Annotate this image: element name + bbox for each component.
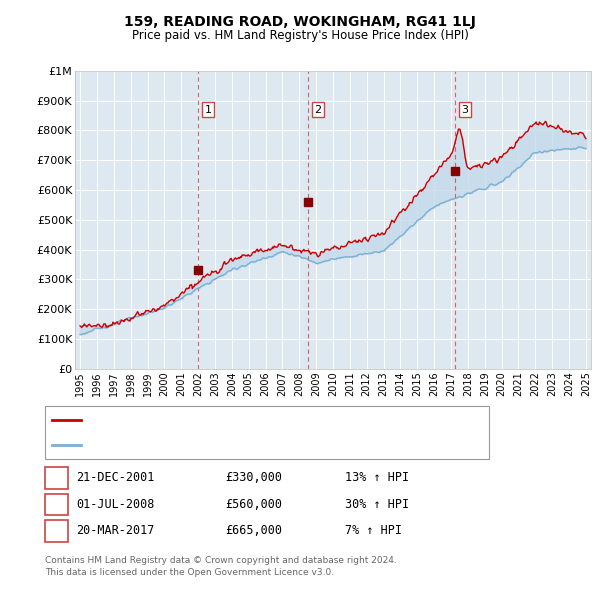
Text: 159, READING ROAD, WOKINGHAM, RG41 1LJ: 159, READING ROAD, WOKINGHAM, RG41 1LJ <box>124 15 476 29</box>
Text: 2: 2 <box>314 104 322 114</box>
Text: 7% ↑ HPI: 7% ↑ HPI <box>345 525 402 537</box>
Text: 13% ↑ HPI: 13% ↑ HPI <box>345 471 409 484</box>
Text: HPI: Average price, detached house, Wokingham: HPI: Average price, detached house, Woki… <box>86 440 353 450</box>
Text: 20-MAR-2017: 20-MAR-2017 <box>76 525 155 537</box>
Text: £665,000: £665,000 <box>225 525 282 537</box>
Text: 01-JUL-2008: 01-JUL-2008 <box>76 498 155 511</box>
Text: 2: 2 <box>53 498 60 511</box>
Text: Price paid vs. HM Land Registry's House Price Index (HPI): Price paid vs. HM Land Registry's House … <box>131 30 469 42</box>
Text: 159, READING ROAD, WOKINGHAM, RG41 1LJ (detached house): 159, READING ROAD, WOKINGHAM, RG41 1LJ (… <box>86 415 434 425</box>
Text: 21-DEC-2001: 21-DEC-2001 <box>76 471 155 484</box>
Text: £330,000: £330,000 <box>225 471 282 484</box>
Text: Contains HM Land Registry data © Crown copyright and database right 2024.
This d: Contains HM Land Registry data © Crown c… <box>45 556 397 576</box>
Text: 30% ↑ HPI: 30% ↑ HPI <box>345 498 409 511</box>
Text: 3: 3 <box>461 104 469 114</box>
Text: £560,000: £560,000 <box>225 498 282 511</box>
Text: 3: 3 <box>53 525 60 537</box>
Text: 1: 1 <box>53 471 60 484</box>
Text: 1: 1 <box>205 104 211 114</box>
